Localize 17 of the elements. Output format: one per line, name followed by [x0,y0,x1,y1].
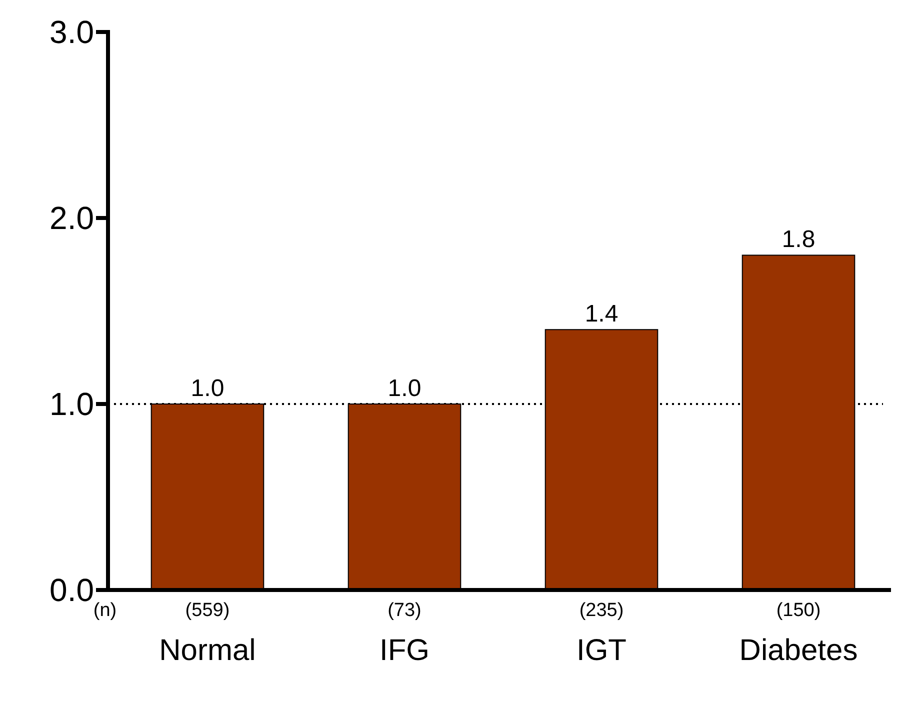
data-label: 1.0 [190,375,224,402]
text: (235) [579,600,624,621]
text: (150) [776,600,821,621]
y-tick-label: 2.0 [50,200,94,236]
text: (n) [93,600,117,621]
y-tick-label: 0.0 [50,572,94,608]
x-tick-label: Diabetes [739,634,858,667]
y-tick-label: 1.0 [50,386,94,422]
x-tick-label: Normal [159,634,256,667]
y-tick-label: 3.0 [50,14,94,50]
data-label: 1.0 [388,375,422,402]
data-label: 1.8 [782,226,816,254]
text: (559) [185,600,230,621]
data-label: 1.4 [584,300,618,328]
text: (73) [388,600,422,621]
x-tick-label: IFG [379,634,430,667]
x-tick-label: IGT [576,634,627,667]
